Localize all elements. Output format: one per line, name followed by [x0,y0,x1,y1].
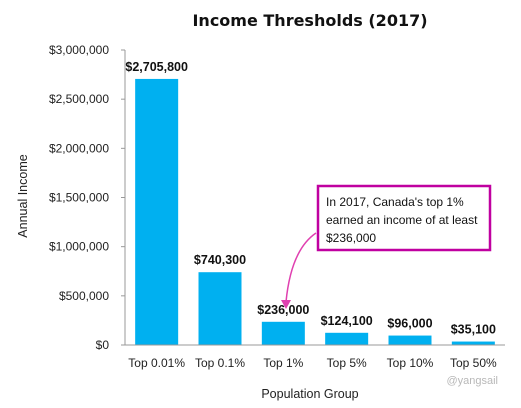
y-tick-label: $0 [96,338,110,352]
y-tick-label: $2,000,000 [49,141,109,155]
x-tick-label: Top 0.1% [195,356,245,370]
y-axis-label: Annual Income [16,154,30,237]
data-labels: $2,705,800 $740,300 $236,000 $124,100 $96,00… [125,60,496,337]
annotation-line-3: $236,000 [326,231,376,245]
x-tick-label: Top 5% [327,356,367,370]
data-label: $124,100 [321,314,373,328]
data-label: $2,705,800 [125,60,188,74]
y-tick-label: $1,000,000 [49,240,109,254]
x-tick-label: Top 10% [387,356,434,370]
watermark: @yangsail [446,375,498,387]
data-label: $35,100 [451,323,496,337]
bars [135,78,495,346]
data-label: $740,300 [194,253,246,267]
data-label: $236,000 [257,303,309,317]
x-axis-ticks: Top 0.01% Top 0.1% Top 1% Top 5% Top 10% Top … [128,356,497,370]
annotation-arrowhead [281,300,291,309]
annotation-box [316,184,492,252]
bar [198,272,242,345]
x-tick-label: Top 1% [263,356,303,370]
annotation-line-1: In 2017, Canada's top 1% [326,195,464,209]
x-tick-label: Top 0.01% [128,356,185,370]
x-tick-label: Top 50% [450,356,497,370]
y-tick-label: $500,000 [59,289,109,303]
bar [388,335,432,345]
bar [451,341,495,345]
bar [325,332,369,345]
annotation-callout: In 2017, Canada's top 1% earned an incom… [281,184,492,309]
chart-title: Income Thresholds (2017) [192,11,427,30]
x-axis-label: Population Group [261,387,358,401]
y-tick-label: $2,500,000 [49,92,109,106]
data-label: $96,000 [387,317,432,331]
y-tick-label: $1,500,000 [49,191,109,205]
annotation-arrow [285,232,317,303]
y-tick-label: $3,000,000 [49,43,109,57]
y-axis-ticks: $0 $500,000 $1,000,000 $1,500,000 $2,000,000… [49,43,125,352]
annotation-line-2: earned an income of at least [326,213,478,227]
bar [135,78,179,346]
bar [261,321,305,345]
